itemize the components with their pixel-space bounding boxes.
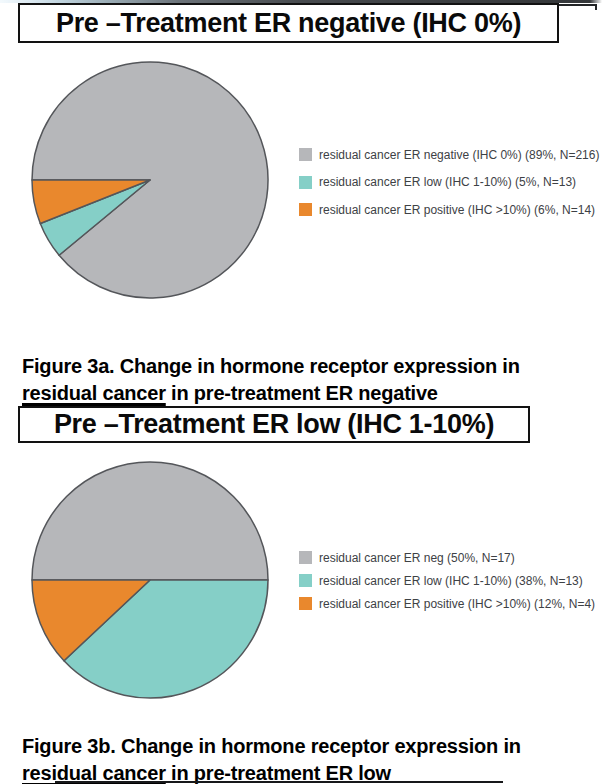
caption-line1: Figure 3a. Change in hormone receptor ex…: [22, 355, 520, 377]
pie-chart-3a: [28, 58, 272, 302]
legend-3a: residual cancer ER negative (IHC 0%) (89…: [299, 141, 599, 224]
pie-chart-3b: [28, 458, 272, 702]
caption-line1: Figure 3b. Change in hormone receptor ex…: [22, 735, 521, 757]
legend-3b: residual cancer ER neg (50%, N=17) resid…: [299, 546, 595, 615]
legend-swatch-gray: [299, 551, 312, 564]
chart-title-3b: Pre –Treatment ER low (IHC 1-10%): [54, 409, 494, 440]
pie-slice-0: [32, 462, 268, 580]
caption-underlined-text: residual cancer: [22, 382, 166, 404]
legend-item-label: residual cancer ER low (IHC 1-10%) (5%, …: [319, 175, 576, 189]
legend-item: residual cancer ER low (IHC 1-10%) (38%,…: [299, 569, 595, 592]
legend-item-label: residual cancer ER negative (IHC 0%) (89…: [319, 148, 599, 162]
legend-item: residual cancer ER positive (IHC >10%) (…: [299, 196, 599, 224]
figure-caption-3b: Figure 3b. Change in hormone receptor ex…: [22, 733, 600, 784]
screen-edge-artifact-top-right: [559, 4, 597, 6]
legend-item-label: residual cancer ER positive (IHC >10%) (…: [319, 597, 595, 611]
legend-item: residual cancer ER low (IHC 1-10%) (5%, …: [299, 169, 599, 197]
legend-item-label: residual cancer ER low (IHC 1-10%) (38%,…: [319, 574, 583, 588]
legend-item-label: residual cancer ER neg (50%, N=17): [319, 551, 515, 565]
legend-item: residual cancer ER negative (IHC 0%) (89…: [299, 141, 599, 169]
screen-edge-artifact-corner: [595, 4, 597, 10]
figure-caption-3a: Figure 3a. Change in hormone receptor ex…: [22, 353, 600, 407]
legend-swatch-teal: [299, 176, 312, 189]
legend-swatch-orange: [299, 597, 312, 610]
chart-title-box-3a: Pre –Treatment ER negative (IHC 0%): [18, 3, 559, 43]
figure-page: Pre –Treatment ER negative (IHC 0%) resi…: [0, 0, 602, 784]
legend-swatch-orange: [299, 203, 312, 216]
legend-item: residual cancer ER positive (IHC >10%) (…: [299, 592, 595, 615]
pie-chart-3a-svg: [28, 58, 272, 302]
legend-item: residual cancer ER neg (50%, N=17): [299, 546, 595, 569]
pie-chart-3b-svg: [28, 458, 272, 702]
caption-rest: in pre-treatment ER negative: [166, 382, 438, 404]
screen-edge-artifact-bottom: [55, 781, 503, 783]
legend-swatch-gray: [299, 148, 312, 161]
legend-item-label: residual cancer ER positive (IHC >10%) (…: [319, 203, 595, 217]
chart-title-3a: Pre –Treatment ER negative (IHC 0%): [56, 8, 521, 39]
chart-title-box-3b: Pre –Treatment ER low (IHC 1-10%): [18, 406, 530, 443]
legend-swatch-teal: [299, 574, 312, 587]
